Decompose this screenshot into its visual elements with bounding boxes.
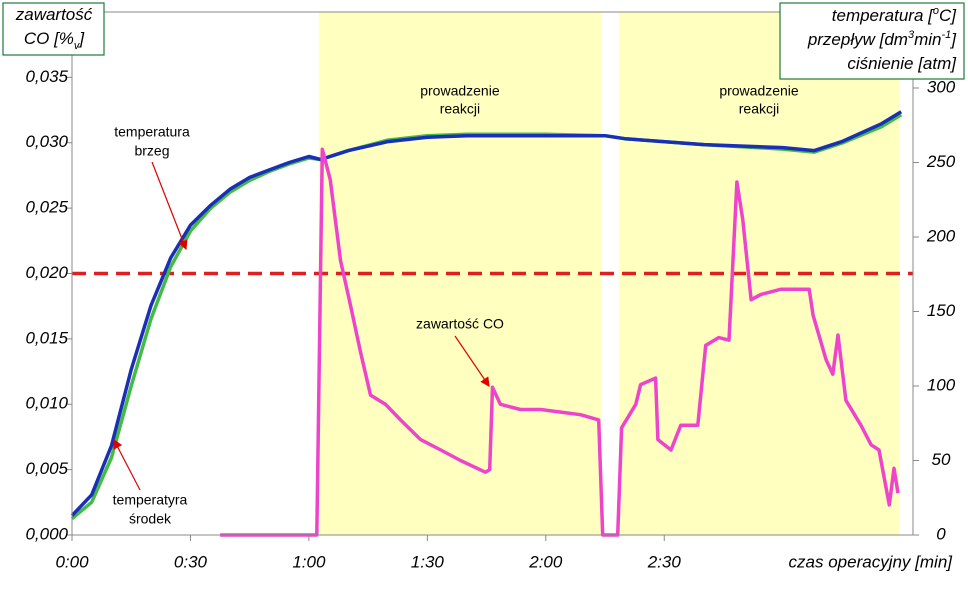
annotation: temperatura (114, 124, 190, 140)
band-label: prowadzenie (719, 83, 799, 99)
axis-title: temperatura [oC] (832, 5, 958, 26)
y-tick-label: 0,030 (25, 132, 68, 151)
y-axis-title-box (2, 2, 105, 56)
y-tick-label: 0,005 (25, 459, 68, 478)
axis-title: przepływ [dm3min-1] (807, 29, 957, 50)
x-tick-label: 0:30 (174, 552, 208, 571)
x-tick-label: 1:00 (292, 552, 326, 571)
axis-title-part: C] (939, 6, 957, 25)
y2-tick-label: 0 (936, 524, 946, 543)
axis-title-part: CO [% (24, 29, 74, 48)
axis-title-part: 3 (908, 29, 915, 41)
axis-title: CO [%v] (24, 29, 86, 51)
band-label: reakcji (440, 101, 480, 117)
y2-tick-label: 300 (927, 77, 956, 96)
x-tick-label: 0:00 (55, 552, 89, 571)
series-line (220, 147, 900, 537)
axis-title: ciśnienie [atm] (847, 54, 957, 73)
x-tick-label: 2:30 (647, 552, 682, 571)
y2-axis-title-box (779, 2, 965, 80)
axis-title-part: ciśnienie [atm] (847, 54, 957, 73)
y2-tick-label: 150 (927, 301, 956, 320)
plot-frame (71, 11, 914, 536)
y-tick-label: 0,025 (25, 198, 68, 217)
annotation: zawartość CO (416, 316, 504, 332)
y2-tick-label: 100 (927, 375, 956, 394)
y2-tick-label: 200 (926, 226, 956, 245)
arrow (454, 335, 490, 387)
y-tick-label: 0,010 (25, 394, 68, 413)
x-tick-label: 1:30 (411, 552, 445, 571)
axis-title-part: o (933, 5, 939, 17)
y-tick-label: 0,035 (25, 67, 68, 86)
y-tick-label: 0,000 (25, 524, 68, 543)
annotation: temperatyra (113, 492, 188, 508)
axis-title: zawartość (15, 5, 93, 24)
axis-title-part: temperatura [ (832, 6, 935, 25)
axis-title-part: -1 (941, 29, 951, 41)
labels: prowadzenie reakcji prowadzenie reakcji 0:00… (15, 5, 958, 572)
axis-title-part: min (914, 30, 941, 49)
annotation: środek (129, 511, 172, 527)
y2-tick-label: 50 (932, 450, 951, 469)
band-label: reakcji (739, 101, 779, 117)
annotation: brzeg (134, 143, 169, 159)
y-tick-label: 0,020 (25, 263, 68, 282)
arrow (113, 438, 141, 491)
arrow (151, 161, 188, 251)
axis-title-part: ] (77, 29, 85, 48)
x-tick-label: 2:00 (528, 552, 563, 571)
y2-tick-label: 250 (926, 152, 956, 171)
plot (66, 76, 919, 541)
x-axis-title: czas operacyjny [min] (789, 552, 954, 571)
axis-title-part: ] (949, 30, 957, 49)
axis-title-part: v (74, 40, 81, 52)
axis-title-part: zawartość (15, 5, 93, 24)
axis-title-part: przepływ [dm (807, 30, 908, 49)
band-label: prowadzenie (420, 83, 500, 99)
y-tick-label: 0,015 (25, 328, 68, 347)
